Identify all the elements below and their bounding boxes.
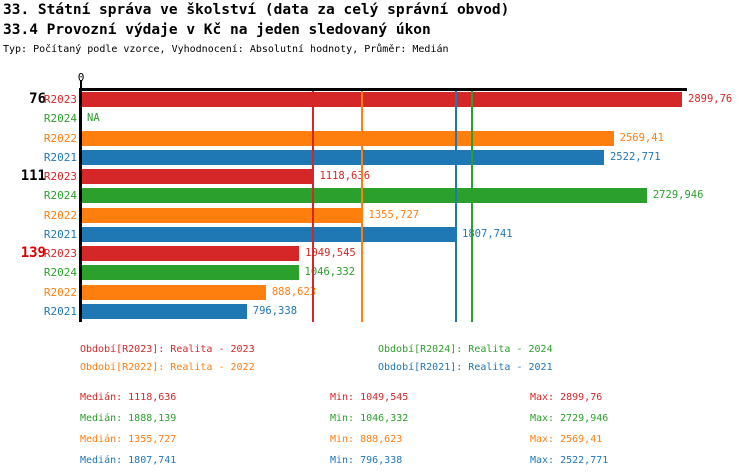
- row-label-r2022: R2022: [43, 131, 77, 145]
- legend-item-r2021: Období[R2021]: Realita - 2021: [378, 362, 553, 373]
- chart-subtitle: Typ: Počítaný podle vzorce, Vyhodnocení:…: [3, 44, 449, 55]
- bar-r2024: [82, 265, 299, 281]
- stat-max-r2021: Max: 2522,771: [530, 455, 609, 466]
- row-label-r2022: R2022: [43, 285, 77, 299]
- stat-min-r2023: Min: 1049,545: [330, 392, 409, 403]
- legend-item-r2023: Období[R2023]: Realita - 2023: [80, 344, 255, 355]
- legend-item-r2022: Období[R2022]: Realita - 2022: [80, 362, 255, 373]
- x-axis-tick-label-zero: 0: [77, 71, 85, 84]
- row-label-r2023: R2023: [43, 93, 77, 106]
- stat-min-r2024: Min: 1046,332: [330, 413, 409, 424]
- bar-value-label: 1049,545: [305, 247, 356, 259]
- stat-median-r2021: Medián: 1807,741: [80, 455, 177, 466]
- row-label-r2024: R2024: [43, 112, 77, 126]
- row-label-r2024: R2024: [43, 266, 77, 280]
- bar-r2022: [82, 130, 614, 146]
- stat-max-r2023: Max: 2899,76: [530, 392, 603, 403]
- group-label: 111: [20, 168, 46, 184]
- stat-max-r2022: Max: 2569,41: [530, 434, 603, 445]
- chart-title: 33.4 Provozní výdaje v Kč na jeden sledo…: [3, 22, 431, 38]
- row-label-r2021: R2021: [43, 150, 77, 164]
- x-axis-line: [79, 88, 687, 91]
- bar-value-label: 2729,946: [652, 189, 704, 202]
- bar-value-label: 888,623: [271, 285, 317, 298]
- bar-r2023: [82, 246, 300, 261]
- bar-r2021: [82, 149, 604, 165]
- stat-min-r2022: Min: 888,623: [330, 434, 403, 445]
- bar-r2021: [82, 226, 457, 242]
- stat-median-r2022: Medián: 1355,727: [80, 434, 177, 445]
- bar-r2024: [82, 188, 647, 204]
- bar-value-label: 796,338: [252, 304, 298, 317]
- stat-min-r2021: Min: 796,338: [330, 455, 403, 466]
- bar-value-label: 1807,741: [462, 227, 513, 240]
- bar-r2022: [82, 207, 363, 223]
- report-title: 33. Státní správa ve školství (data za c…: [3, 2, 510, 18]
- y-axis-line: [79, 88, 82, 322]
- stat-median-r2023: Medián: 1118,636: [80, 392, 177, 403]
- group-label: 139: [20, 245, 46, 261]
- row-label-r2023: R2023: [43, 247, 77, 260]
- median-line-r2021: [454, 91, 457, 322]
- bar-r2021: [82, 303, 247, 319]
- group-label: 76: [29, 91, 46, 107]
- row-label-r2022: R2022: [43, 208, 77, 222]
- row-label-r2023: R2023: [43, 170, 77, 183]
- bar-r2022: [82, 284, 266, 300]
- legend-item-r2024: Období[R2024]: Realita - 2024: [378, 344, 553, 355]
- median-line-r2022: [361, 91, 364, 322]
- bar-r2023: [82, 169, 314, 184]
- row-label-r2021: R2021: [43, 304, 77, 318]
- row-label-r2024: R2024: [43, 189, 77, 203]
- stat-max-r2024: Max: 2729,946: [530, 413, 609, 424]
- bar-r2023: [82, 92, 682, 107]
- bar-value-label: 2569,41: [619, 131, 664, 144]
- x-axis-tick: [80, 80, 82, 89]
- bar-value-label: 1118,636: [319, 170, 371, 182]
- stat-median-r2024: Medián: 1888,139: [80, 413, 177, 424]
- row-label-r2021: R2021: [43, 227, 77, 241]
- bar-value-label-na: NA: [87, 112, 100, 125]
- bar-value-label: 1355,727: [368, 208, 420, 221]
- median-line-r2023: [311, 91, 314, 322]
- bar-value-label: 2522,771: [609, 150, 661, 163]
- median-line-r2024: [471, 91, 474, 322]
- bar-value-label: 1046,332: [304, 266, 356, 279]
- bar-value-label: 2899,76: [688, 93, 733, 105]
